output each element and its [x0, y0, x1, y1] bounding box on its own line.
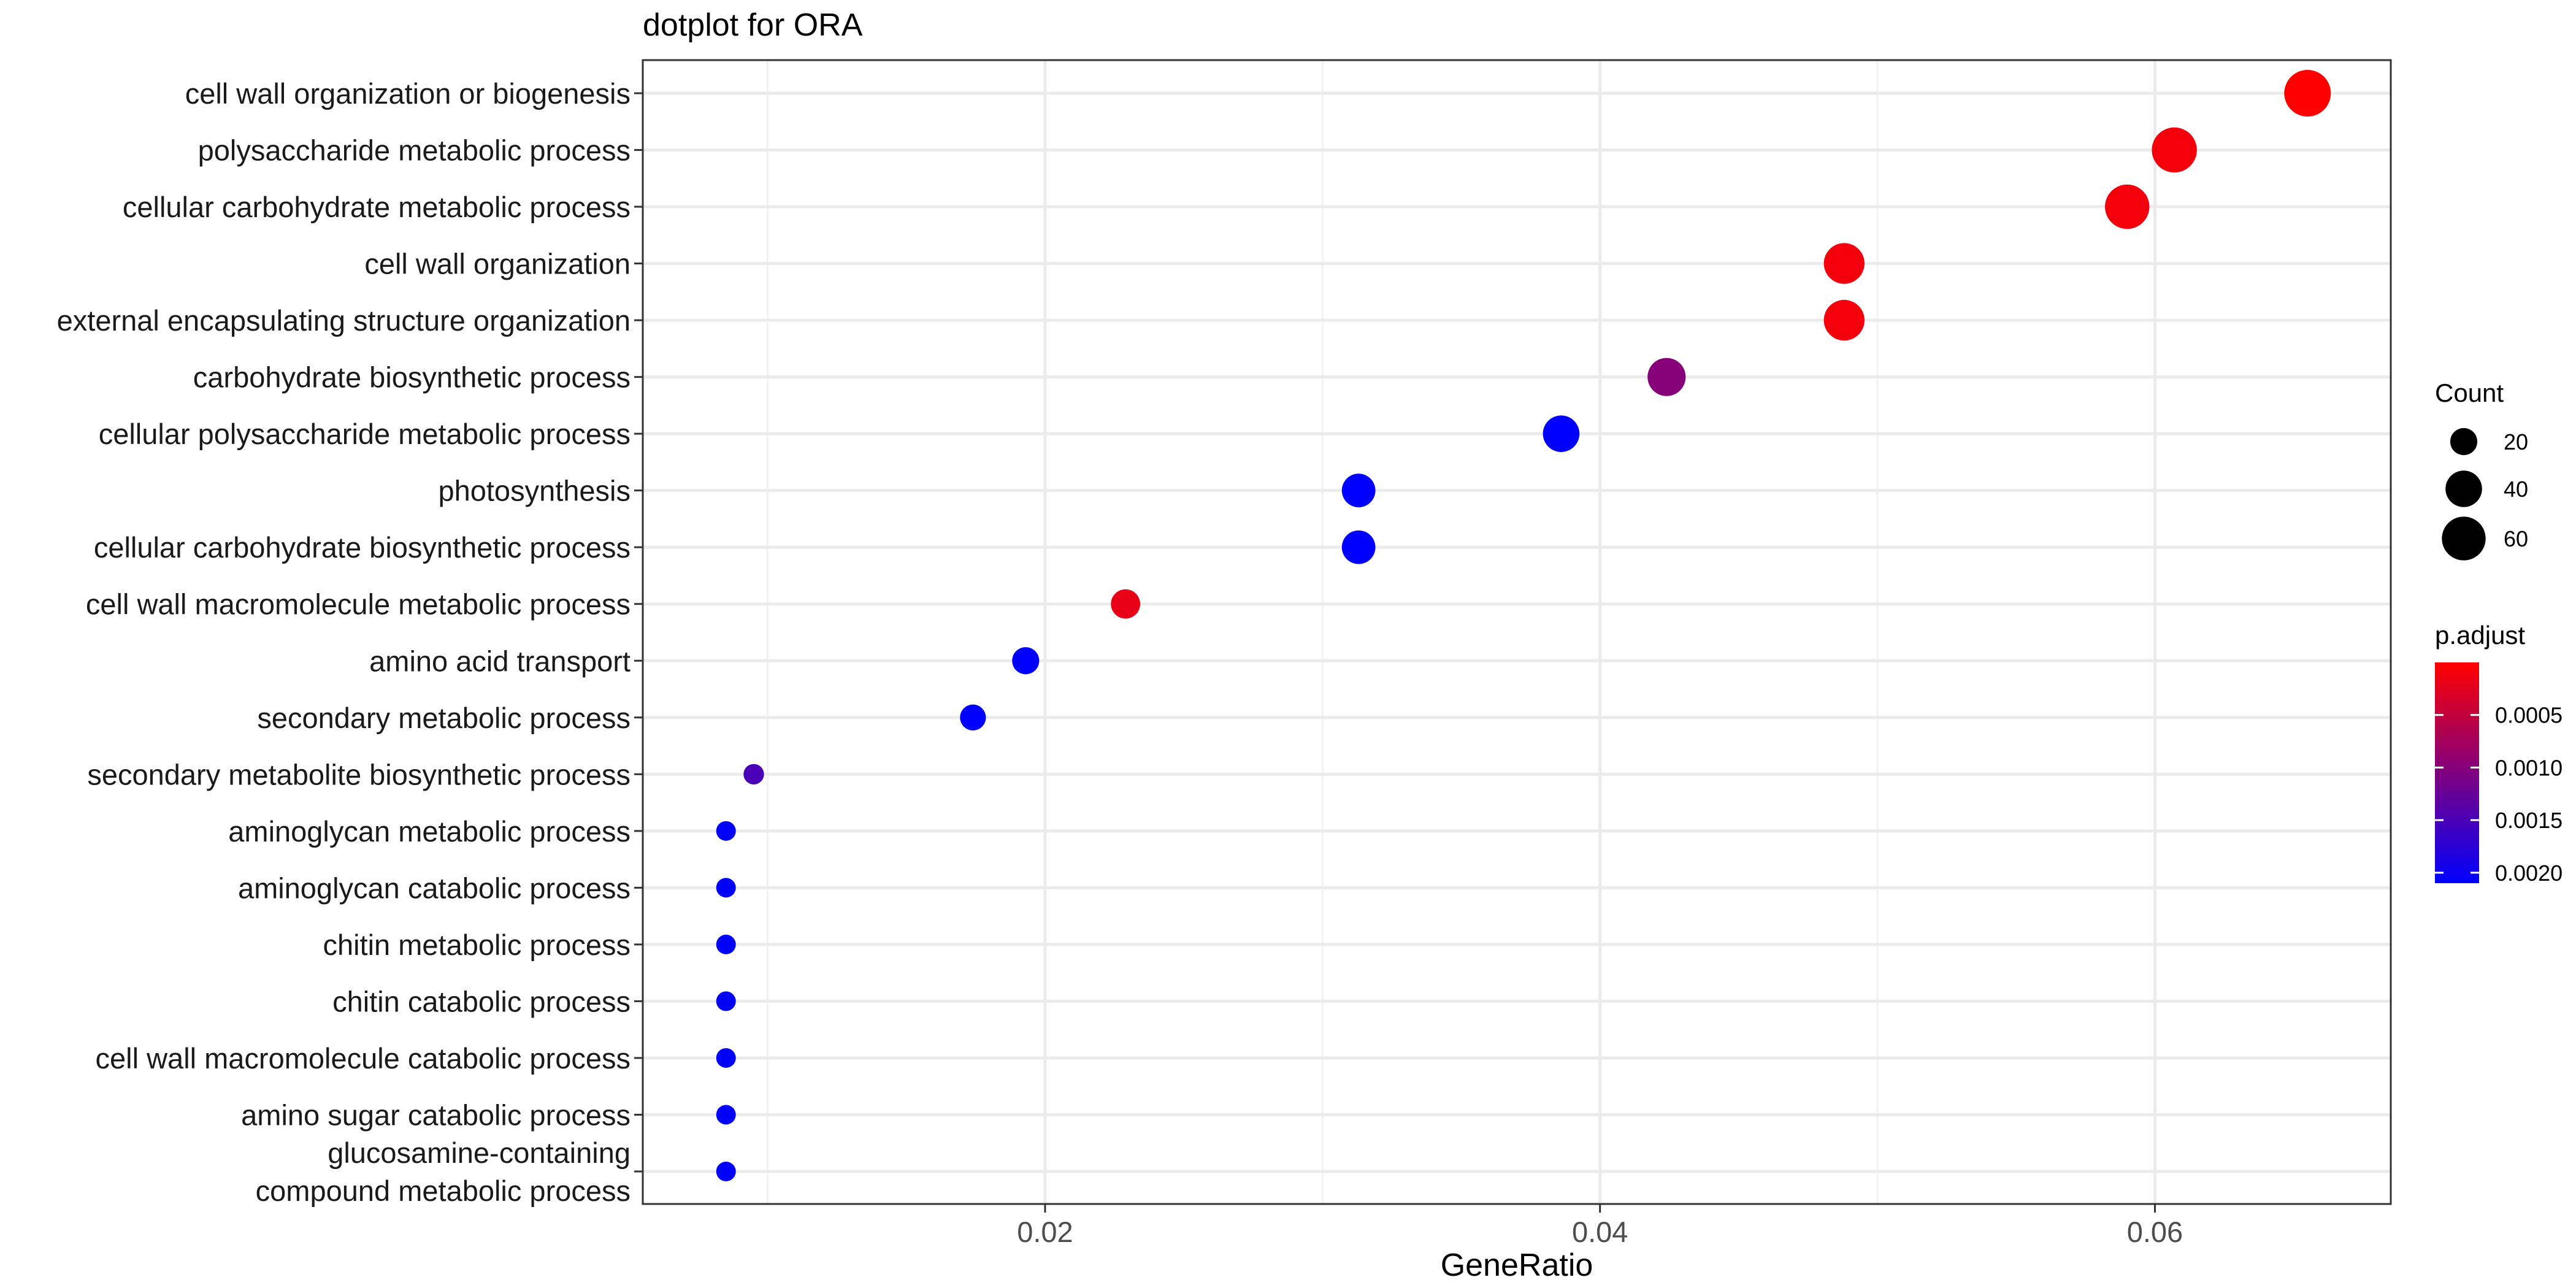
size-legend-label: 60	[2504, 526, 2528, 551]
y-tick-label: secondary metabolic process	[257, 702, 631, 734]
size-legend-swatch	[2445, 470, 2482, 507]
data-point	[716, 821, 736, 841]
x-tick-label: 0.04	[1572, 1216, 1628, 1248]
data-point	[716, 878, 736, 898]
y-tick-label: photosynthesis	[438, 475, 631, 507]
size-legend-label: 40	[2504, 477, 2528, 502]
color-legend-ticks: 0.0005 0.0010 0.0015 0.0020	[2435, 703, 2563, 886]
chart-title: dotplot for ORA	[643, 7, 863, 43]
color-legend-label: 0.0020	[2495, 861, 2563, 886]
y-tick-label: cell wall organization or biogenesis	[185, 77, 631, 110]
grid	[643, 60, 2391, 1204]
data-point	[716, 991, 736, 1011]
y-tick-label: cell wall macromolecule catabolic proces…	[96, 1042, 631, 1075]
y-tick-label: cell wall macromolecule metabolic proces…	[86, 588, 631, 621]
data-point	[1647, 358, 1686, 396]
data-point	[716, 1162, 736, 1181]
color-legend-label: 0.0015	[2495, 808, 2563, 833]
data-points	[716, 70, 2331, 1181]
color-legend-label: 0.0005	[2495, 703, 2563, 728]
x-tick-label: 0.02	[1017, 1216, 1073, 1248]
y-tick-label: cell wall organization	[364, 248, 631, 280]
x-tick-label: 0.06	[2127, 1216, 2183, 1248]
color-legend: p.adjust 0.0005 0.0010 0.0015 0.0020	[2435, 621, 2563, 886]
data-point	[1823, 243, 1865, 284]
y-axis-ticks: cell wall organization or biogenesis poly…	[57, 77, 643, 1207]
data-point	[2284, 70, 2331, 117]
y-tick-label: aminoglycan metabolic process	[228, 815, 631, 848]
color-legend-label: 0.0010	[2495, 755, 2563, 780]
color-legend-bar	[2435, 662, 2479, 883]
data-point	[743, 764, 764, 784]
size-legend-swatch	[2450, 427, 2478, 456]
data-point	[2152, 127, 2197, 173]
data-point	[960, 704, 986, 730]
data-point	[1823, 299, 1865, 341]
y-tick-label: polysaccharide metabolic process	[198, 134, 631, 167]
size-legend-entries: 20 40 60	[2442, 427, 2528, 561]
size-legend: Count 20 40 60	[2435, 378, 2528, 561]
y-tick-label: glucosamine-containing compound metabolic…	[256, 1137, 631, 1207]
size-legend-swatch	[2442, 516, 2486, 561]
y-tick-label: amino acid transport	[369, 645, 631, 677]
y-tick-label: chitin metabolic process	[323, 929, 631, 961]
y-tick-label: amino sugar catabolic process	[241, 1098, 631, 1131]
y-tick-label: external encapsulating structure organiz…	[57, 304, 631, 337]
y-tick-label: aminoglycan catabolic process	[238, 872, 631, 904]
y-tick-label: chitin catabolic process	[332, 985, 631, 1018]
data-point	[716, 1048, 736, 1068]
y-tick-label: secondary metabolite biosynthetic proces…	[87, 758, 631, 791]
size-legend-title: Count	[2435, 378, 2504, 407]
data-point	[716, 1105, 736, 1125]
data-point	[1341, 530, 1376, 564]
data-point	[716, 934, 736, 954]
y-tick-label: cellular carbohydrate metabolic process	[123, 191, 631, 223]
data-point	[1543, 415, 1580, 452]
data-point	[1111, 589, 1141, 619]
plot-panel-border	[642, 59, 2392, 1205]
data-point	[2105, 184, 2150, 229]
y-tick-label: carbohydrate biosynthetic process	[193, 361, 631, 394]
x-axis-ticks: 0.02 0.04 0.06	[1017, 1204, 2183, 1248]
y-tick-label: cellular carbohydrate biosynthetic proce…	[94, 531, 631, 564]
x-axis-title: GeneRatio	[1441, 1248, 1593, 1283]
color-legend-title: p.adjust	[2435, 621, 2525, 650]
data-point	[1341, 473, 1376, 508]
y-tick-label: cellular polysaccharide metabolic proces…	[99, 418, 631, 450]
size-legend-label: 20	[2504, 429, 2528, 454]
data-point	[1012, 647, 1040, 675]
